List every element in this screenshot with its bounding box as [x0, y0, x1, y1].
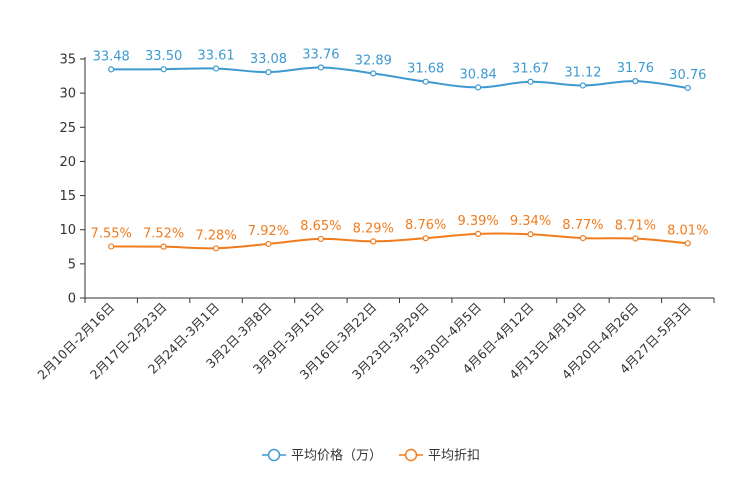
- data-point[interactable]: [579, 235, 587, 242]
- data-label: 9.34%: [510, 214, 551, 229]
- y-tick-label: 15: [59, 189, 76, 204]
- legend-label: 平均折扣: [428, 449, 480, 464]
- data-point[interactable]: [265, 240, 272, 248]
- y-tick-label: 30: [59, 87, 76, 102]
- data-point[interactable]: [317, 235, 324, 243]
- data-point[interactable]: [370, 70, 377, 77]
- y-tick-label: 0: [68, 292, 76, 307]
- data-point[interactable]: [475, 230, 482, 237]
- series-line: [111, 66, 688, 89]
- data-label: 31.76: [617, 61, 654, 76]
- data-label: 33.50: [145, 49, 182, 64]
- data-point[interactable]: [108, 66, 115, 73]
- data-label: 8.71%: [615, 219, 656, 234]
- legend-item-avg-discount[interactable]: 平均折扣: [399, 449, 480, 464]
- legend-item-avg-price[interactable]: 平均价格（万）: [262, 448, 382, 464]
- data-label: 8.01%: [667, 223, 708, 238]
- data-point[interactable]: [265, 69, 272, 76]
- data-point[interactable]: [632, 78, 639, 85]
- data-point[interactable]: [108, 243, 115, 250]
- legend-marker-icon: [404, 448, 418, 462]
- y-tick-label: 35: [59, 53, 76, 68]
- y-tick-label: 25: [59, 121, 76, 136]
- y-tick-label: 10: [59, 223, 76, 238]
- data-point[interactable]: [370, 238, 377, 245]
- data-label: 33.61: [197, 48, 234, 63]
- series-layer: 33.48 33.50 33.61 33.08 33.76 32.89 31.68 30.84…: [91, 47, 708, 252]
- data-label: 8.77%: [562, 218, 603, 233]
- legend-marker-icon: [267, 448, 281, 462]
- legend-label: 平均价格（万）: [291, 448, 382, 464]
- data-point[interactable]: [684, 84, 691, 92]
- data-point[interactable]: [527, 231, 534, 238]
- data-point[interactable]: [422, 78, 429, 85]
- data-label: 30.76: [669, 68, 706, 83]
- y-tick-label: 5: [68, 257, 76, 272]
- data-label: 31.67: [512, 62, 549, 77]
- data-label: 9.39%: [457, 214, 498, 229]
- data-label: 8.29%: [353, 221, 394, 236]
- data-label: 31.68: [407, 62, 444, 77]
- data-point[interactable]: [317, 64, 324, 71]
- data-point[interactable]: [684, 240, 691, 247]
- data-label: 32.89: [355, 53, 392, 68]
- data-label: 7.92%: [248, 224, 289, 239]
- y-tick-label: 20: [59, 155, 76, 170]
- chart-legend[interactable]: 平均价格（万） 平均折扣: [262, 448, 480, 464]
- series-avg-discount: 7.55% 7.52% 7.28% 7.92% 8.65% 8.29% 8.76% 9.39%…: [91, 214, 708, 252]
- data-label: 33.48: [93, 49, 130, 64]
- data-label: 8.76%: [405, 218, 446, 233]
- data-label: 7.52%: [143, 227, 184, 242]
- data-label: 31.12: [564, 65, 601, 80]
- data-label: 33.08: [250, 52, 287, 67]
- series-avg-price: 33.48 33.50 33.61 33.08 33.76 32.89 31.68 30.84…: [93, 47, 706, 92]
- data-point[interactable]: [579, 82, 587, 89]
- chart-axes: 051015202530352月10日-2月16日2月17日-2月23日2月24…: [34, 53, 715, 382]
- data-point[interactable]: [160, 243, 167, 250]
- data-point[interactable]: [632, 235, 639, 242]
- series-line: [111, 232, 688, 250]
- data-label: 7.55%: [91, 226, 132, 241]
- data-label: 7.28%: [195, 228, 236, 243]
- data-label: 33.76: [302, 47, 339, 62]
- data-label: 8.65%: [300, 219, 341, 234]
- data-point[interactable]: [212, 245, 220, 252]
- data-point[interactable]: [422, 235, 429, 242]
- data-point[interactable]: [475, 84, 482, 91]
- data-point[interactable]: [160, 66, 167, 73]
- data-point[interactable]: [212, 65, 220, 72]
- data-point[interactable]: [527, 78, 534, 85]
- data-label: 30.84: [460, 67, 497, 82]
